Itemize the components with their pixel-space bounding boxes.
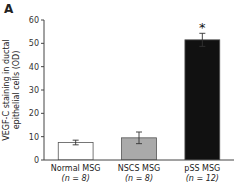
bars xyxy=(58,33,220,160)
y-axis xyxy=(44,20,45,160)
error-line xyxy=(75,140,76,145)
category-label-line: NSCS MSG xyxy=(118,164,160,173)
tick-label: 0 xyxy=(34,156,39,165)
tick-label: 50 xyxy=(29,39,39,48)
category-label-line: Normal MSG xyxy=(51,164,101,173)
x-axis xyxy=(44,160,234,161)
bar xyxy=(58,143,93,161)
axis-label-line: epithelial cells (OD) xyxy=(12,51,21,130)
category-label-line: (n = 8) xyxy=(62,174,90,183)
error-bar xyxy=(136,132,142,144)
error-cap xyxy=(136,143,142,144)
chart: A 0 10 20 30 40 50 60 VEGF-C staining in ductale… xyxy=(0,0,240,190)
category-label: pSS MSG(n = 12) xyxy=(184,164,220,183)
category-label-line: (n = 8) xyxy=(125,174,153,183)
error-cap xyxy=(73,144,79,145)
category-label-line: (n = 12) xyxy=(186,174,219,183)
axis-label: VEGF-C staining in ductalepithelial cell… xyxy=(2,39,21,140)
category-label: Normal MSG(n = 8) xyxy=(51,164,101,183)
tick-label: 10 xyxy=(29,133,39,142)
axis-label-line: VEGF-C staining in ductal xyxy=(2,39,11,140)
error-bar xyxy=(73,140,79,145)
error-cap xyxy=(136,132,142,133)
error-cap xyxy=(199,46,205,47)
title: A xyxy=(4,2,14,16)
tick-label: 30 xyxy=(29,86,39,95)
bar xyxy=(185,40,220,160)
category-label: NSCS MSG(n = 8) xyxy=(118,164,160,183)
error-cap xyxy=(73,140,79,141)
annotation: * xyxy=(199,20,206,35)
category-label-line: pSS MSG xyxy=(184,164,220,173)
tick-label: 20 xyxy=(29,109,39,118)
tick-label: 60 xyxy=(29,16,39,25)
error-line xyxy=(139,132,140,144)
tick-label: 40 xyxy=(29,63,39,72)
